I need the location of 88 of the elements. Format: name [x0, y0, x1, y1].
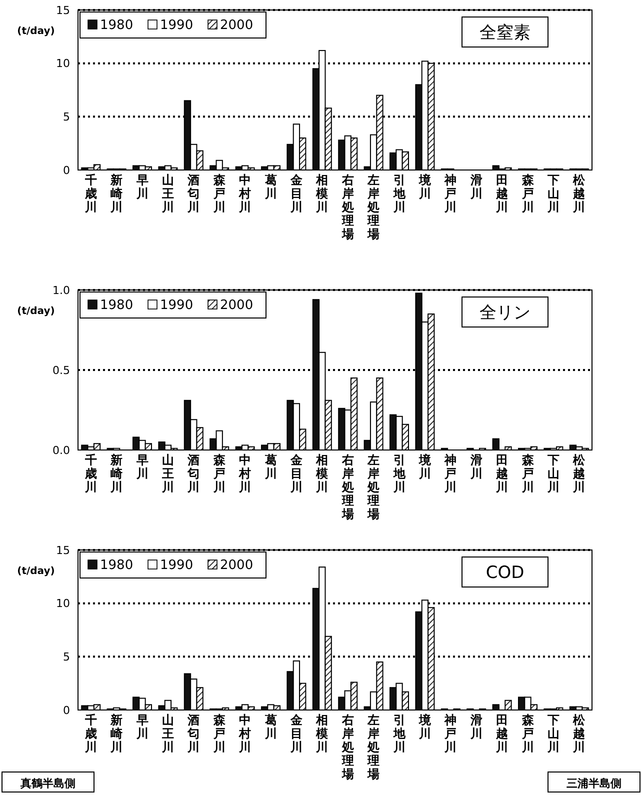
x-tick-label: 左岸処理場	[366, 453, 380, 521]
y-tick-label: 0	[63, 704, 70, 717]
x-tick-label: 中村川	[238, 453, 252, 494]
x-tick-label: 神戸川	[444, 713, 457, 754]
x-tick-label: 下山川	[546, 713, 560, 754]
y-tick-label: 15	[56, 4, 70, 17]
x-tick-label: 左岸処理場	[366, 173, 380, 241]
x-tick-label: 松越川	[572, 453, 586, 494]
x-tick-label: 右岸処理場	[340, 453, 354, 521]
y-tick-label: 15	[56, 544, 70, 557]
x-tick-label: 引地川	[392, 713, 406, 754]
x-tick-label: 神戸川	[444, 453, 457, 494]
x-tick-label: 森戸川	[212, 713, 226, 754]
y-tick-label: 5	[63, 110, 70, 124]
x-tick-label: 森戸川	[520, 173, 535, 214]
x-tick-label: 酒匂川	[186, 713, 200, 754]
x-tick-label: 右岸処理場	[340, 173, 354, 241]
x-tick-label: 早川	[135, 713, 148, 740]
x-tick-label: 金目川	[289, 173, 304, 214]
x-tick-label: 田越川	[495, 173, 508, 214]
text: 真鶴半島側	[20, 777, 76, 790]
x-tick-label: 田越川	[495, 713, 508, 754]
x-tick-label: 金目川	[289, 713, 304, 754]
x-tick-label: 新崎川	[110, 453, 123, 494]
legend-label: 1980	[100, 18, 134, 33]
x-tick-label: 金目川	[289, 453, 304, 494]
x-tick-label: 松越川	[572, 713, 586, 754]
x-tick-label: 滑川	[469, 453, 482, 480]
x-tick-label: 中村川	[238, 713, 252, 754]
x-tick-label: 下山川	[546, 453, 560, 494]
x-tick-label: 境川	[418, 453, 432, 480]
legend-label: 1990	[160, 298, 194, 313]
x-tick-label: 森戸川	[520, 453, 535, 494]
x-tick-label: 山王川	[160, 453, 174, 494]
legend-label: 1990	[160, 18, 194, 33]
x-tick-label: 酒匂川	[186, 453, 200, 494]
x-tick-label: 早川	[135, 173, 148, 200]
x-tick-label: 滑川	[469, 713, 482, 740]
x-tick-label: 松越川	[572, 173, 586, 214]
x-tick-label: 境川	[418, 173, 432, 200]
legend-label: 2000	[220, 18, 254, 33]
text: 三浦半島側	[566, 777, 622, 790]
x-tick-label: 千歳川	[84, 453, 97, 494]
x-tick-label: 森戸川	[212, 453, 226, 494]
x-tick-label: 神戸川	[444, 173, 457, 214]
legend-label: 2000	[220, 298, 254, 313]
x-tick-label: 森戸川	[520, 713, 535, 754]
x-tick-label: 酒匂川	[186, 173, 200, 214]
x-tick-label: 相模川	[315, 173, 328, 214]
y-tick-label: 10	[56, 597, 70, 610]
legend-label: 1990	[160, 558, 194, 573]
x-tick-label: 千歳川	[84, 713, 97, 754]
x-tick-label: 引地川	[392, 453, 406, 494]
x-tick-label: 境川	[418, 713, 432, 740]
x-tick-label: 森戸川	[212, 173, 226, 214]
y-axis-title: (t/day)	[17, 306, 55, 317]
y-tick-label: 10	[56, 57, 70, 70]
x-tick-label: 右岸処理場	[340, 713, 354, 781]
y-tick-label: 0.0	[52, 444, 70, 457]
legend-label: 2000	[220, 558, 254, 573]
text: COD	[486, 563, 524, 583]
text: 全リン	[480, 303, 530, 323]
x-tick-label: 引地川	[392, 173, 406, 214]
y-tick-label: 0	[63, 164, 70, 177]
text: 全窒素	[480, 23, 530, 43]
x-tick-label: 山王川	[160, 713, 174, 754]
legend-label: 1980	[100, 558, 134, 573]
x-tick-label: 葛川	[264, 713, 277, 740]
y-tick-label: 1.0	[52, 284, 70, 297]
y-axis-title: (t/day)	[17, 566, 55, 577]
legend-label: 1980	[100, 298, 134, 313]
x-tick-label: 左岸処理場	[366, 713, 380, 781]
x-tick-label: 千歳川	[84, 173, 97, 214]
x-tick-label: 葛川	[264, 453, 277, 480]
x-tick-label: 田越川	[495, 453, 508, 494]
x-tick-label: 早川	[135, 453, 148, 480]
y-tick-label: 0.5	[52, 364, 70, 377]
x-tick-label: 新崎川	[110, 713, 123, 754]
y-axis-title: (t/day)	[17, 26, 55, 37]
x-tick-label: 下山川	[546, 173, 560, 214]
x-tick-label: 山王川	[160, 173, 174, 214]
x-tick-label: 葛川	[264, 173, 277, 200]
x-tick-label: 相模川	[315, 453, 328, 494]
x-tick-label: 中村川	[238, 173, 252, 214]
x-tick-label: 新崎川	[110, 173, 123, 214]
y-tick-label: 5	[63, 650, 70, 664]
x-tick-label: 相模川	[315, 713, 328, 754]
x-tick-label: 滑川	[469, 173, 482, 200]
